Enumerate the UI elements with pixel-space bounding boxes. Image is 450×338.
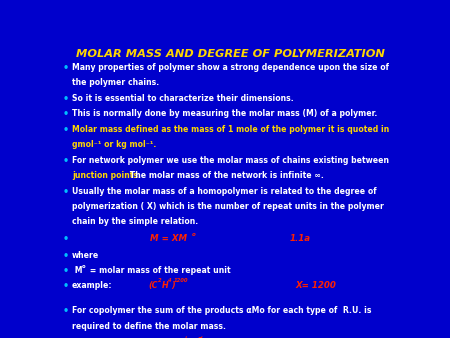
Text: X= 1200: X= 1200	[295, 281, 336, 290]
Text: Many properties of polymer show a strong dependence upon the size of: Many properties of polymer show a strong…	[72, 63, 389, 72]
Text: chain by the simple relation.: chain by the simple relation.	[72, 217, 198, 226]
Text: For network polymer we use the molar mass of chains existing between: For network polymer we use the molar mas…	[72, 156, 389, 165]
Text: 1.1a: 1.1a	[290, 234, 311, 243]
Text: required to define the molar mass.: required to define the molar mass.	[72, 321, 226, 331]
Text: For copolymer the sum of the products αMo for each type of  R.U. is: For copolymer the sum of the products αM…	[72, 307, 371, 315]
Text: The molar mass of the network is infinite ∞.: The molar mass of the network is infinit…	[127, 171, 324, 180]
Text: MOLAR MASS AND DEGREE OF POLYMERIZATION: MOLAR MASS AND DEGREE OF POLYMERIZATION	[76, 49, 385, 59]
Text: = molar mass of the repeat unit: = molar mass of the repeat unit	[87, 266, 231, 275]
Text: •: •	[63, 266, 69, 276]
Text: o: o	[82, 264, 86, 269]
Text: •: •	[63, 234, 69, 244]
Text: •: •	[63, 307, 69, 316]
Text: junction points.: junction points.	[72, 171, 141, 180]
Text: gmol⁻¹ or kg mol⁻¹.: gmol⁻¹ or kg mol⁻¹.	[72, 140, 156, 149]
Text: So it is essential to characterize their dimensions.: So it is essential to characterize their…	[72, 94, 294, 103]
Text: 1200: 1200	[174, 278, 189, 283]
Text: •: •	[63, 63, 69, 73]
Text: M: M	[72, 266, 82, 275]
Text: •: •	[63, 125, 69, 135]
Text: •: •	[63, 281, 69, 291]
Text: the polymer chains.: the polymer chains.	[72, 78, 159, 87]
Text: o: o	[192, 232, 195, 237]
Text: ): )	[171, 281, 175, 290]
Text: M = XM: M = XM	[150, 234, 188, 243]
Text: This is normally done by measuring the molar mass (M) of a polymer.: This is normally done by measuring the m…	[72, 110, 377, 119]
Text: (C: (C	[148, 281, 158, 290]
Text: polymerization ( X) which is the number of repeat units in the polymer: polymerization ( X) which is the number …	[72, 202, 384, 211]
Text: example:: example:	[72, 281, 112, 290]
Text: oi: oi	[198, 336, 203, 338]
Text: Molar mass defined as the mass of 1 mole of the polymer it is quoted in: Molar mass defined as the mass of 1 mole…	[72, 125, 389, 134]
Text: •: •	[63, 156, 69, 166]
Text: 4: 4	[167, 278, 171, 283]
Text: Usually the molar mass of a homopolymer is related to the degree of: Usually the molar mass of a homopolymer …	[72, 187, 377, 196]
Text: •: •	[63, 187, 69, 197]
Text: where: where	[72, 250, 99, 260]
Text: •: •	[63, 250, 69, 261]
Text: i: i	[184, 336, 186, 338]
Text: •: •	[63, 110, 69, 119]
Text: H: H	[162, 281, 168, 290]
Text: 2: 2	[158, 278, 162, 283]
Text: •: •	[63, 94, 69, 104]
